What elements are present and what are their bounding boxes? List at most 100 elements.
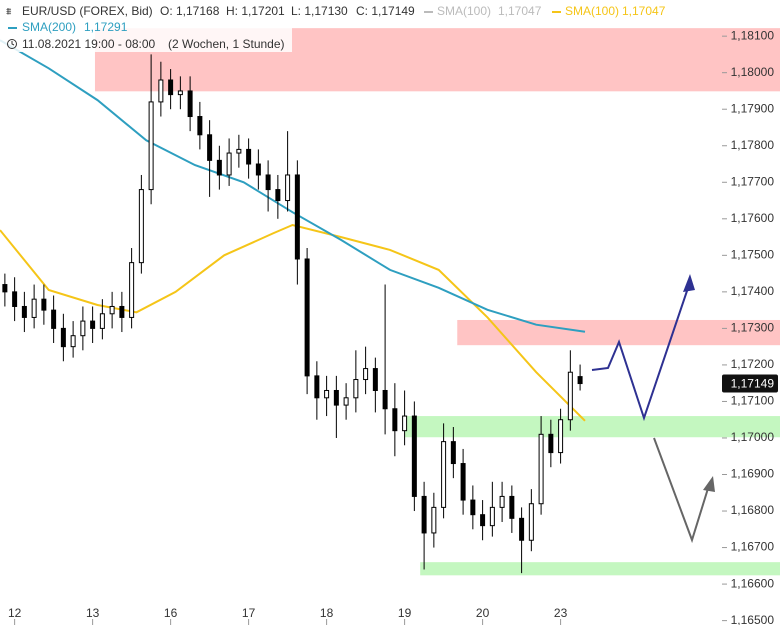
legend-value: 1,17047 (622, 4, 666, 18)
indicator-lines (0, 39, 586, 422)
y-tick-label: 1,16500 (731, 613, 775, 625)
y-tick-label: 1,16800 (731, 503, 775, 517)
candle-body (460, 463, 466, 501)
candle-body (158, 79, 164, 103)
candles (2, 54, 583, 574)
bearish-path (653, 437, 711, 544)
candle-body (577, 376, 583, 385)
candle-body (236, 148, 242, 154)
y-tick-label: 1,17400 (731, 284, 775, 298)
candle-body (207, 134, 213, 161)
range-label: (2 Wochen, 1 Stunde) (168, 37, 285, 51)
axes: 1,18100 1,18000 1,17900 1,17800 1,17700 1,176… (8, 28, 778, 625)
candle-body (528, 503, 534, 541)
y-tick-label: 1,17900 (731, 101, 775, 115)
last-price-label: 1,17149 (731, 377, 775, 391)
clock-icon (7, 39, 17, 49)
candle-body (363, 368, 369, 381)
bullish-path (591, 281, 691, 422)
y-tick-label: 1,17300 (731, 321, 775, 335)
candle-body (70, 335, 76, 348)
ohlc-high: H: 1,17201 (226, 4, 285, 18)
candle-body (538, 433, 544, 505)
x-tick-label: 16 (164, 606, 178, 620)
legend-value: 1,17291 (84, 20, 128, 34)
candle-body (197, 116, 203, 136)
chart-icon: ⩩ (6, 7, 12, 18)
candle-body (402, 415, 408, 432)
candle-body (31, 298, 37, 318)
legend-name: SMA(200) (22, 20, 76, 34)
y-tick-label: 1,17000 (731, 430, 775, 444)
y-tick-label: 1,17200 (731, 357, 775, 371)
candle-body (558, 419, 564, 454)
legend-bg (0, 22, 292, 52)
y-tick-label: 1,16700 (731, 540, 775, 554)
ohlc-open: O: 1,17168 (160, 4, 220, 18)
sma-line (0, 223, 586, 422)
candle-body (90, 320, 96, 329)
candle-body (168, 79, 174, 96)
ohlc-close: C: 1,17149 (356, 4, 415, 18)
clock-hands (11, 41, 15, 46)
candle-body (450, 441, 456, 465)
legend-name: SMA(100) (565, 4, 619, 18)
x-tick-label: 23 (554, 606, 568, 620)
candle-body (138, 189, 144, 264)
candle-body (567, 371, 573, 421)
candle-body (285, 174, 291, 202)
period: 11.08.2021 19:00 - 08:00 (22, 37, 156, 51)
y-tick-label: 1,17600 (731, 211, 775, 225)
candle-body (148, 101, 154, 191)
candle-body (519, 517, 525, 541)
candle-body (392, 408, 398, 432)
x-tick-label: 18 (320, 606, 334, 620)
y-tick-label: 1,16600 (731, 576, 775, 590)
chart-title: EUR/USD (FOREX, Bid) (22, 4, 153, 18)
candle-body (226, 152, 232, 176)
candle-body (314, 375, 320, 399)
candle-body (41, 298, 47, 311)
y-tick-label: 1,18100 (731, 28, 775, 42)
candle-body (177, 90, 183, 96)
candle-body (353, 379, 359, 399)
y-tick-label: 1,18000 (731, 65, 775, 79)
candle-body (2, 284, 8, 293)
candle-body (21, 305, 27, 318)
y-tick-label: 1,17100 (731, 394, 775, 408)
candle-body (499, 495, 505, 508)
candle-body (60, 327, 66, 348)
x-tick-label: 12 (8, 606, 22, 620)
zone (404, 416, 780, 438)
bearish-arrowhead (703, 476, 715, 492)
candle-body (275, 189, 281, 202)
candle-body (548, 433, 554, 454)
zones (94, 28, 780, 576)
candle-body (382, 389, 388, 410)
candle-body (480, 514, 486, 527)
candle-body (187, 90, 193, 118)
candle-body (372, 368, 378, 391)
candle-body (324, 389, 330, 399)
candle-body (80, 320, 86, 337)
candle-body (333, 389, 339, 406)
y-tick-label: 1,16900 (731, 467, 775, 481)
y-tick-label: 1,17500 (731, 248, 775, 262)
last-price-badge (722, 374, 778, 393)
candle-body (119, 305, 125, 318)
candle-body (509, 495, 515, 519)
candle-body (109, 305, 115, 315)
scenario-arrows (591, 274, 715, 544)
candle-body (12, 291, 18, 307)
candle-body (216, 159, 222, 176)
candle-body (343, 397, 349, 406)
candle-body (431, 506, 437, 534)
candle-body (421, 495, 427, 534)
candle-body (294, 174, 300, 260)
candle-body (411, 415, 417, 497)
candle-body (129, 262, 135, 318)
sma-line (0, 39, 586, 333)
candle-body (51, 309, 57, 329)
x-tick-label: 20 (476, 606, 490, 620)
